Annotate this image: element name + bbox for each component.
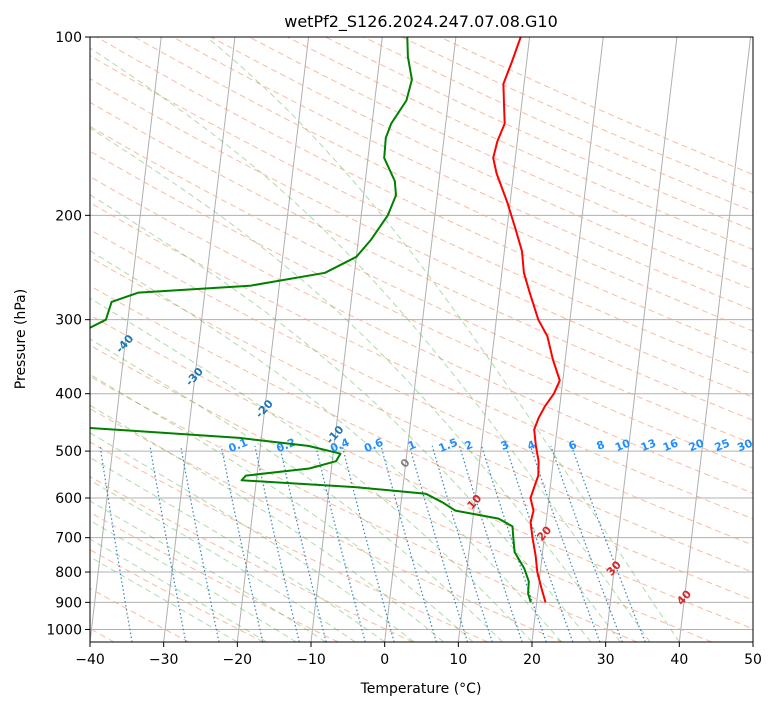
dry-adiabat	[90, 150, 753, 469]
y-tick-label: 400	[55, 387, 82, 403]
dry-adiabat	[90, 285, 753, 601]
y-tick-label: 900	[55, 595, 82, 611]
sounding-series	[90, 37, 561, 603]
x-tick-label: 20	[523, 652, 541, 668]
x-tick-label: 10	[449, 652, 467, 668]
isotherm--20	[236, 37, 310, 642]
moist-adiabat	[90, 519, 297, 642]
isotherm--10	[310, 37, 383, 642]
mixing-ratio-line-8	[409, 445, 469, 642]
isotherm--30	[163, 37, 236, 642]
dry-adiabat	[90, 314, 753, 630]
mixing-ratio-label: 10	[613, 436, 632, 454]
mixing-ratio-label: 25	[713, 437, 732, 455]
mixing-ratio-label: 1	[406, 438, 418, 453]
mixing-ratio-line-16	[481, 445, 547, 642]
mixing-ratio-label: 20	[687, 436, 706, 454]
moist-adiabat	[206, 37, 680, 642]
mixing-ratio-line-2	[279, 445, 327, 642]
y-tick-label: 200	[55, 208, 82, 224]
dry-adiabat	[172, 37, 753, 311]
moist-adiabat	[90, 194, 592, 642]
dry-adiabat	[90, 229, 753, 546]
dry-adiabat	[90, 375, 638, 642]
y-axis-ticks: 100 200 300 400 500 600 700 800 900 1000	[46, 30, 90, 638]
isotherm-0	[384, 37, 457, 642]
dry-adiabat	[90, 441, 488, 642]
plot-frame	[89, 36, 754, 643]
x-tick-label: 30	[597, 652, 615, 668]
mixing-ratio-label: 8	[595, 438, 607, 453]
x-tick-label: −10	[296, 652, 326, 668]
mixing-ratio-line-25	[529, 445, 601, 642]
isotherm-40	[678, 37, 752, 642]
mixing-ratio-line-3	[315, 445, 366, 642]
moist-adiabat	[90, 556, 238, 642]
isotherm--40	[90, 37, 162, 642]
mixing-ratio-line-1.5	[254, 445, 300, 642]
x-axis-ticks: −40 −30 −20 −10 0 10 20 30 40 50	[75, 642, 762, 668]
mixing-ratio-label: 30	[735, 436, 754, 454]
moist-adiabat	[90, 373, 474, 642]
y-tick-label: 1000	[46, 622, 82, 638]
y-tick-label: 300	[55, 313, 82, 329]
moist-adiabat	[90, 538, 268, 642]
mixing-ratio-line-0.2	[99, 445, 133, 642]
mixing-ratio-line-10	[431, 445, 493, 642]
dewpoint-profile-line	[90, 37, 532, 603]
x-axis-title: Temperature (°C)	[360, 681, 482, 697]
x-tick-label: 50	[744, 652, 762, 668]
mixing-ratio-line-20	[505, 445, 574, 642]
dry-adiabat	[90, 511, 339, 642]
y-tick-label: 800	[55, 565, 82, 581]
dry-adiabat	[90, 549, 264, 642]
moist-adiabat	[90, 338, 503, 642]
dry-adiabat	[90, 408, 563, 642]
mixing-ratio-label: 2	[463, 438, 475, 453]
y-tick-label: 700	[55, 531, 82, 547]
mixing-ratio-label: 16	[661, 436, 680, 454]
mixing-ratio-line-4	[341, 445, 395, 642]
mixing-ratio-line-0.6	[180, 445, 220, 642]
temperature-profile-line	[492, 37, 561, 603]
x-tick-label: −40	[75, 652, 105, 668]
mixing-ratio-line-30	[550, 445, 623, 642]
moist-adiabat	[90, 297, 533, 642]
mixing-ratio-line-13	[458, 445, 523, 642]
dry-adiabat	[90, 475, 414, 642]
x-tick-label: 40	[670, 652, 688, 668]
background-lines	[90, 37, 753, 642]
y-tick-label: 500	[55, 444, 82, 460]
y-tick-label: 100	[55, 30, 82, 46]
y-axis-title: Pressure (hPa)	[13, 289, 29, 389]
x-tick-label: −30	[149, 652, 179, 668]
isotherm-10	[457, 37, 531, 642]
mixing-ratio-label: 13	[639, 437, 658, 455]
dry-adiabat	[90, 78, 753, 398]
moist-adiabat	[90, 47, 651, 642]
dry-adiabat	[134, 37, 753, 332]
mixing-ratio-line-0.4	[149, 445, 187, 642]
x-tick-label: −20	[223, 652, 253, 668]
moist-adiabat	[90, 456, 385, 642]
chart-title: wetPf2_S126.2024.247.07.08.G10	[284, 12, 558, 32]
mixing-ratio-label: 3	[499, 438, 511, 453]
dry-adiabat	[90, 256, 753, 573]
moist-adiabat	[90, 250, 562, 642]
mixing-ratio-line-1	[220, 445, 264, 642]
y-tick-label: 600	[55, 491, 82, 507]
dry-adiabat	[90, 55, 753, 376]
moist-adiabat	[90, 127, 621, 642]
x-tick-label: 0	[380, 652, 389, 668]
moist-adiabat	[90, 432, 415, 642]
dry-adiabat	[90, 125, 753, 445]
